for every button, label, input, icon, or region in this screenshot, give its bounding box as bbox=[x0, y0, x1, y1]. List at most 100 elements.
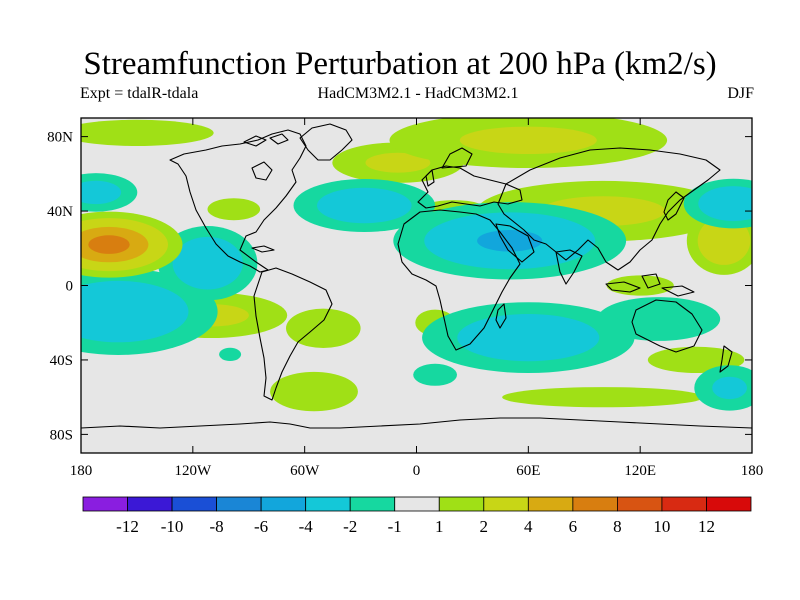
y-tick-label: 80S bbox=[50, 427, 73, 443]
contour-band-2 bbox=[697, 216, 751, 265]
africa-coast bbox=[397, 209, 521, 351]
colorbar-label: -8 bbox=[210, 517, 224, 536]
colorbar-label: 2 bbox=[480, 517, 489, 536]
contour-band-2 bbox=[365, 152, 431, 173]
colorbar-box bbox=[527, 496, 574, 512]
colorbar-label: -10 bbox=[161, 517, 184, 536]
y-tick-label: 80N bbox=[47, 130, 73, 146]
colorbar-label: -2 bbox=[343, 517, 357, 536]
y-tick-label: 40N bbox=[47, 204, 73, 220]
anomaly-5 bbox=[270, 371, 358, 412]
anomaly-1 bbox=[502, 387, 704, 408]
anomaly-17 bbox=[81, 173, 138, 212]
contour-band-2 bbox=[317, 187, 412, 224]
colorbar-box bbox=[572, 496, 618, 512]
anomaly-19 bbox=[422, 302, 635, 373]
contour-band-1 bbox=[286, 308, 361, 348]
x-tick-label: 180 bbox=[741, 463, 764, 479]
anomaly-14 bbox=[389, 118, 668, 168]
colorbar-label: 1 bbox=[435, 517, 444, 536]
colorbar-box bbox=[661, 496, 707, 512]
north-america-coast bbox=[169, 129, 307, 273]
anomaly-3 bbox=[207, 198, 261, 221]
x-tick-label: 180 bbox=[70, 463, 93, 479]
colorbar-box bbox=[617, 496, 663, 512]
colorbar-label: -6 bbox=[254, 517, 268, 536]
colorbar-box bbox=[483, 496, 529, 512]
contour-band-1 bbox=[413, 363, 457, 386]
x-tick-label: 0 bbox=[413, 463, 421, 479]
anomaly-21 bbox=[158, 226, 258, 301]
colorbar-box bbox=[349, 496, 396, 512]
indonesia-coast bbox=[605, 273, 695, 297]
colorbar-box bbox=[216, 496, 262, 512]
contour-band-2 bbox=[457, 314, 600, 362]
contour-band-2 bbox=[172, 236, 243, 290]
contour-band-2 bbox=[81, 180, 122, 205]
arctic-islands bbox=[243, 133, 289, 147]
anomaly-24 bbox=[393, 202, 627, 280]
anomaly-6 bbox=[219, 347, 242, 361]
colorbar-box bbox=[305, 496, 351, 512]
anomaly-8 bbox=[413, 363, 457, 386]
australia-coast bbox=[631, 299, 703, 353]
chart-title: Streamfunction Perturbation at 200 hPa (… bbox=[83, 46, 717, 82]
colorbar-label: 12 bbox=[698, 517, 715, 536]
colorbar-box bbox=[706, 496, 752, 512]
colorbar-box bbox=[82, 496, 128, 512]
anomaly-0 bbox=[606, 275, 674, 296]
colorbar-label: 10 bbox=[653, 517, 670, 536]
contour-band-2 bbox=[698, 186, 752, 222]
contour-band-2 bbox=[81, 280, 189, 343]
anomaly-16 bbox=[694, 365, 752, 411]
contour-band-2 bbox=[712, 376, 747, 400]
colorbar-box bbox=[260, 496, 307, 512]
model-label: HadCM3M2.1 - HadCM3M2.1 bbox=[317, 85, 519, 102]
new-zealand-coast bbox=[719, 345, 733, 373]
colorbar-box bbox=[394, 496, 440, 512]
colorbar-label: 6 bbox=[569, 517, 578, 536]
contour-band-6 bbox=[88, 235, 130, 254]
y-tick-label: 40S bbox=[50, 353, 73, 369]
anomaly-25 bbox=[81, 211, 183, 278]
x-tick-label: 60W bbox=[290, 463, 320, 479]
contour-band-1 bbox=[606, 275, 674, 296]
colorbar-box bbox=[127, 496, 173, 512]
x-tick-label: 120E bbox=[624, 463, 656, 479]
anomaly-4 bbox=[286, 308, 361, 348]
colorbar-label: 4 bbox=[524, 517, 533, 536]
south-america-coast bbox=[253, 267, 333, 401]
contour-band-1 bbox=[207, 198, 261, 221]
contour-band-1 bbox=[219, 347, 242, 361]
madagascar-coast bbox=[495, 303, 507, 329]
arabia-coast bbox=[495, 223, 535, 263]
colorbar: -12 -10 -8 -6 -4 -2 -1 1 2 4 6 8 10 12 bbox=[82, 496, 752, 536]
colorbar-label: -12 bbox=[116, 517, 139, 536]
india-coast bbox=[555, 249, 583, 285]
anomaly-23 bbox=[683, 178, 752, 229]
japan-coast bbox=[663, 191, 685, 221]
y-tick-label: 0 bbox=[66, 279, 74, 295]
x-tick-label: 60E bbox=[516, 463, 540, 479]
asia-coast bbox=[497, 147, 721, 271]
coastlines bbox=[81, 123, 752, 429]
scandinavia-coast bbox=[441, 147, 473, 169]
experiment-label: Expt = tdalR-tdala bbox=[80, 85, 199, 102]
cuba-coast bbox=[251, 245, 275, 253]
season-label: DJF bbox=[727, 85, 754, 102]
anomaly-18 bbox=[293, 179, 436, 232]
colorbar-box bbox=[438, 496, 485, 512]
x-tick-label: 120W bbox=[174, 463, 212, 479]
contour-band-1 bbox=[502, 387, 704, 408]
colorbar-box bbox=[171, 496, 218, 512]
contour-band-2 bbox=[459, 126, 597, 154]
colorbar-label: -4 bbox=[299, 517, 314, 536]
britain-coast bbox=[425, 169, 435, 187]
hudson-bay-coast bbox=[251, 161, 273, 181]
greenland-coast bbox=[299, 123, 353, 161]
contour-band-1 bbox=[270, 371, 358, 412]
contour-field bbox=[81, 118, 752, 453]
contour-band-1 bbox=[81, 119, 214, 146]
anomaly-2 bbox=[81, 119, 214, 146]
